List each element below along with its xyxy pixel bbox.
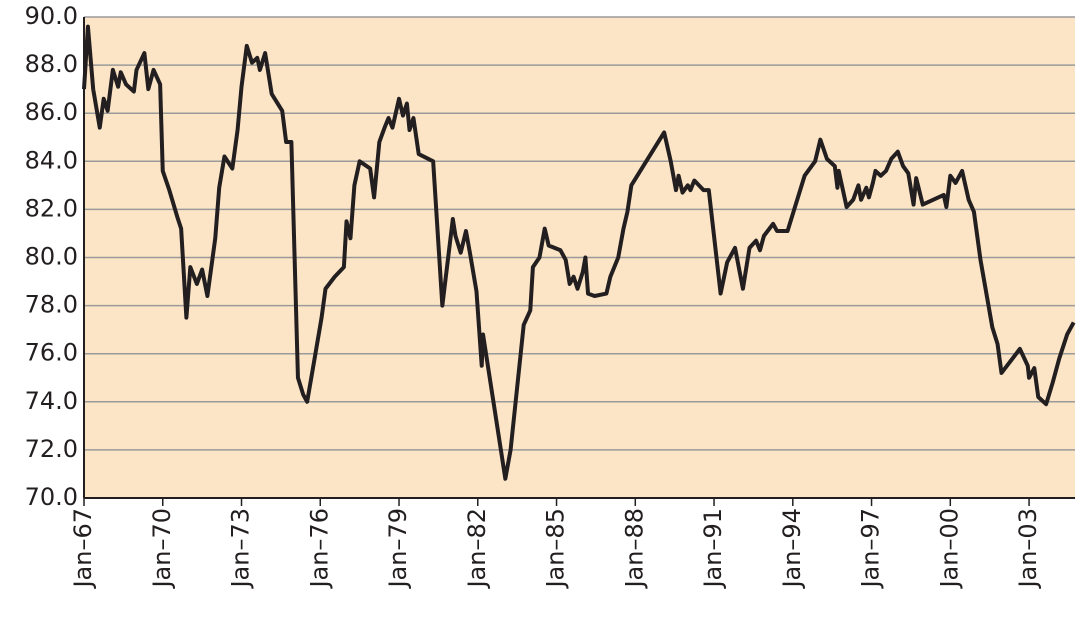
x-tick-label: Jan–76	[305, 508, 333, 590]
y-tick-label: 86.0	[25, 98, 78, 126]
x-tick-label: Jan–97	[857, 508, 885, 590]
y-tick-label: 88.0	[25, 50, 78, 78]
x-tick-label: Jan–79	[384, 508, 412, 590]
x-tick-label: Jan–67	[69, 508, 97, 590]
x-tick-label: Jan–88	[620, 508, 648, 590]
y-tick-label: 72.0	[25, 435, 78, 463]
y-tick-label: 82.0	[25, 194, 78, 222]
x-tick-label: Jan–82	[463, 508, 491, 590]
y-tick-label: 76.0	[25, 339, 78, 367]
x-tick-label: Jan–94	[778, 508, 806, 590]
x-tick-label: Jan–73	[227, 508, 255, 590]
y-tick-label: 80.0	[25, 243, 78, 271]
y-tick-label: 90.0	[25, 2, 78, 30]
line	[82, 24, 1076, 481]
x-tick-label: Jan–00	[935, 508, 963, 590]
y-tick-label: 74.0	[25, 387, 78, 415]
x-tick-label: Jan–03	[1014, 508, 1042, 590]
y-tick-label: 84.0	[25, 146, 78, 174]
x-tick-label: Jan–70	[148, 508, 176, 590]
y-tick-label: 78.0	[25, 291, 78, 319]
x-tick-label: Jan–91	[699, 508, 727, 590]
y-tick-label: 70.0	[25, 483, 78, 511]
x-tick-label: Jan–85	[542, 508, 570, 590]
